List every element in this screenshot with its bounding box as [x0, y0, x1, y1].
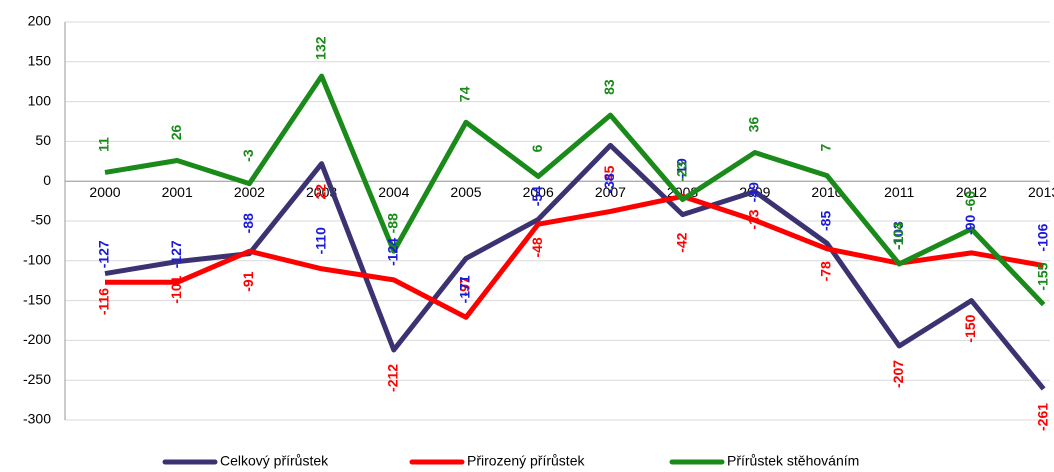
data-label: -60	[962, 191, 978, 211]
y-tick-label: -50	[31, 212, 51, 228]
data-label: -171	[457, 275, 473, 303]
data-label: -103	[890, 221, 906, 249]
data-label: 7	[818, 144, 834, 152]
data-label: -49	[746, 182, 762, 202]
data-label: -23	[673, 161, 689, 181]
data-label: -54	[529, 186, 545, 206]
data-label: 26	[168, 125, 184, 141]
data-label: -127	[96, 240, 112, 268]
y-tick-label: 150	[28, 53, 52, 69]
y-tick-label: -250	[23, 371, 51, 387]
data-label: 45	[601, 165, 617, 181]
data-label: 11	[96, 137, 112, 152]
y-tick-label: 50	[35, 132, 51, 148]
data-label: 36	[746, 117, 762, 133]
data-label: -124	[385, 238, 401, 266]
data-label: -91	[240, 271, 256, 291]
data-label: -3	[240, 149, 256, 162]
x-tick-label: 2002	[234, 184, 265, 200]
y-tick-label: -300	[23, 411, 51, 427]
legend-label: Celkový přírůstek	[220, 453, 329, 469]
data-label: -13	[746, 209, 762, 229]
data-label: -104	[890, 222, 906, 250]
y-tick-label: -100	[23, 252, 51, 268]
legend-label: Přírůstek stěhováním	[727, 453, 859, 469]
x-tick-label: 2013	[1028, 184, 1054, 200]
x-tick-label: 2001	[162, 184, 193, 200]
data-label: -19	[673, 158, 689, 178]
x-tick-label: 2006	[523, 184, 554, 200]
series-line	[104, 142, 1046, 391]
y-tick-label: 0	[43, 172, 51, 188]
data-label: -90	[962, 215, 978, 235]
data-label: -212	[385, 364, 401, 392]
series-line	[105, 193, 1045, 320]
data-label: -116	[96, 288, 112, 315]
y-tick-label: -200	[23, 331, 51, 347]
data-label: 83	[601, 79, 617, 95]
x-tick-label: 2007	[595, 184, 626, 200]
x-tick-label: 2004	[378, 184, 409, 200]
data-label: -88	[240, 213, 256, 233]
data-label: -38	[601, 173, 617, 193]
y-tick-label: -150	[23, 291, 51, 307]
data-label: 74	[457, 86, 473, 102]
data-label: 6	[529, 144, 545, 152]
data-label: -85	[818, 211, 834, 231]
data-label: -150	[962, 314, 978, 342]
data-label: -127	[168, 240, 184, 268]
x-tick-label: 2012	[956, 184, 987, 200]
y-tick-label: 200	[28, 13, 52, 29]
data-label: -155	[1034, 262, 1050, 290]
data-label: -207	[890, 360, 906, 388]
data-label: -42	[673, 232, 689, 252]
x-tick-label: 2011	[884, 184, 914, 200]
data-label: -261	[1034, 403, 1050, 431]
data-label: -78	[818, 261, 834, 281]
data-label: -88	[385, 213, 401, 233]
data-label: -48	[529, 237, 545, 257]
data-label: -110	[312, 227, 328, 254]
series-line	[104, 73, 1046, 307]
x-tick-label: 2005	[450, 184, 481, 200]
y-tick-label: 100	[28, 92, 52, 108]
x-tick-label: 2000	[89, 184, 120, 200]
data-label: -101	[168, 275, 184, 303]
data-label: -97	[457, 276, 473, 296]
data-label: -106	[1034, 223, 1050, 251]
data-label: 132	[312, 36, 328, 60]
data-label: 22	[312, 184, 328, 200]
legend-label: Přirozený přírůstek	[467, 453, 585, 469]
